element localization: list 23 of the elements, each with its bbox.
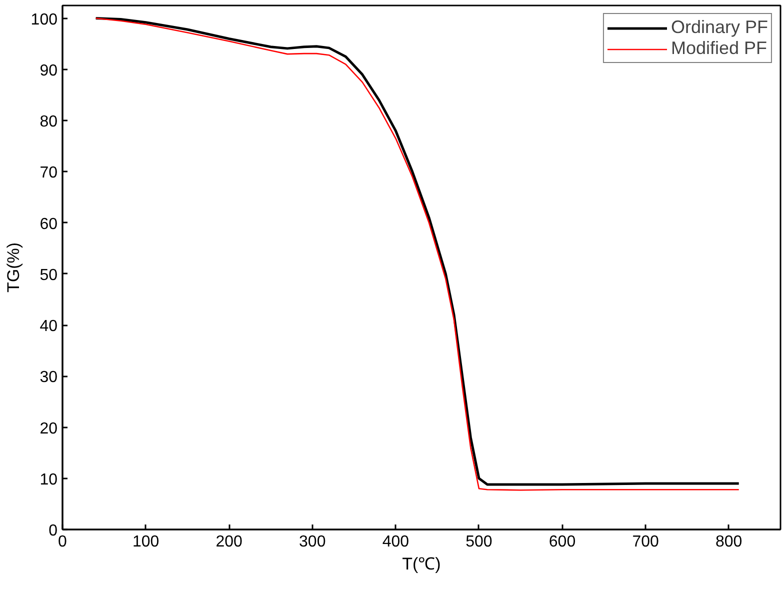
y-tick-label: 0: [48, 522, 58, 540]
y-tick-label: 20: [40, 420, 58, 438]
x-tick-label: 800: [716, 534, 742, 550]
x-tick-label: 700: [632, 534, 660, 550]
y-tick-label: 40: [40, 318, 58, 336]
x-axis-title: T(℃): [402, 554, 441, 574]
y-tick-label: 60: [40, 216, 58, 233]
y-tick-label: 50: [40, 266, 58, 284]
x-tick-label: 400: [382, 534, 410, 550]
x-tick-label: 200: [216, 534, 243, 550]
y-tick-label: 100: [30, 11, 58, 28]
y-tick-label: 90: [40, 62, 58, 80]
x-tick-label: 300: [299, 534, 326, 550]
y-axis-title: TG(%): [4, 242, 23, 293]
legend-label: Modified PF: [670, 38, 768, 59]
x-tick-label: 500: [466, 534, 492, 550]
y-tick-label: 70: [40, 164, 58, 182]
y-tick-label: 10: [40, 471, 58, 488]
legend-label: Ordinary PF: [670, 17, 768, 38]
y-tick-label: 80: [40, 114, 58, 131]
x-tick-label: 100: [132, 534, 160, 550]
x-tick-label: 600: [548, 534, 576, 550]
y-tick-label: 30: [40, 369, 58, 386]
